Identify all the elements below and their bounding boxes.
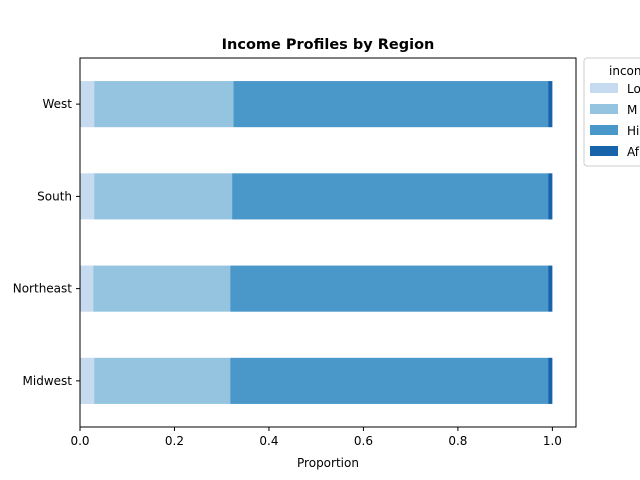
bar-midwest-series-3 [548, 357, 553, 404]
bar-northeast-series-3 [548, 265, 553, 312]
legend-swatch [590, 104, 618, 114]
legend-swatch [590, 83, 618, 93]
bar-south-series-0 [80, 173, 95, 220]
y-axis: West South Northeast Midwest [13, 97, 80, 388]
legend-label: Lo [627, 82, 640, 96]
legend-label: Af [627, 145, 640, 159]
y-tick-label: South [37, 189, 72, 203]
bar-south-series-3 [548, 173, 553, 220]
bar-west-series-2 [233, 81, 549, 128]
x-tick-label: 0.6 [354, 434, 373, 448]
legend: incon Lo M Hi Af [583, 57, 640, 167]
bar-midwest-series-1 [94, 357, 231, 404]
bar-northeast-series-1 [93, 265, 231, 312]
bar-midwest-series-0 [80, 357, 95, 404]
legend-swatch [590, 146, 618, 156]
bar-northeast-series-2 [230, 265, 549, 312]
y-tick-label: Northeast [13, 282, 73, 296]
x-tick-label: 1.0 [543, 434, 562, 448]
y-tick-label: West [42, 97, 72, 111]
y-tick-label: Midwest [23, 374, 73, 388]
x-tick-label: 0.0 [70, 434, 89, 448]
x-tick-label: 0.8 [448, 434, 467, 448]
bar-west-series-3 [548, 81, 553, 128]
bar-west-series-1 [94, 81, 234, 128]
legend-title: incon [609, 64, 640, 78]
plot-frame [79, 57, 577, 428]
legend-label: Hi [627, 124, 639, 138]
bar-midwest-series-2 [230, 357, 549, 404]
chart-title: Income Profiles by Region [222, 37, 435, 53]
x-tick-label: 0.2 [165, 434, 184, 448]
bar-northeast-series-0 [80, 265, 94, 312]
x-tick-label: 0.4 [259, 434, 278, 448]
bar-south-series-1 [94, 173, 233, 220]
x-axis: 0.0 0.2 0.4 0.6 0.8 1.0 [70, 427, 562, 448]
legend-label: M [627, 103, 637, 117]
bar-west-series-0 [80, 81, 95, 128]
bar-south-series-2 [232, 173, 549, 220]
bars-group [80, 81, 553, 404]
legend-swatch [590, 125, 618, 135]
x-axis-label: Proportion [297, 456, 359, 470]
